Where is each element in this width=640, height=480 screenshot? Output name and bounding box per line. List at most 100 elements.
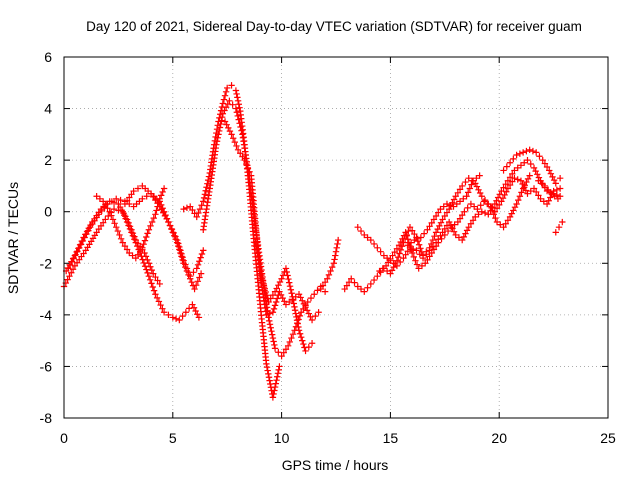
data-point-interp [412, 257, 419, 264]
data-point-interp [196, 258, 203, 265]
y-tick-label: -4 [40, 307, 53, 323]
data-point-interp [544, 186, 552, 193]
series-track-4 [93, 185, 168, 262]
data-point [113, 195, 120, 203]
data-point-interp [543, 163, 551, 171]
data-point-interp [274, 370, 282, 377]
data-point-interp [516, 150, 524, 157]
data-point [459, 182, 466, 190]
data-point-interp [237, 123, 244, 131]
y-tick-label: 0 [44, 204, 52, 220]
data-point-interp [123, 246, 131, 253]
data-point [478, 208, 485, 215]
data-point-interp [379, 265, 386, 272]
data-point [200, 247, 207, 254]
data-point-interp [117, 235, 125, 242]
data-point-interp [220, 96, 228, 103]
data-point-interp [237, 150, 244, 157]
data-point-interp [536, 153, 543, 160]
data-point [234, 146, 242, 154]
data-point-interp [244, 164, 252, 172]
data-point-interp [497, 221, 504, 228]
y-tick-label: -6 [40, 358, 53, 374]
data-point-interp [155, 199, 162, 206]
data-point [426, 244, 433, 252]
data-point-interp [509, 178, 516, 185]
series-track-15 [500, 146, 564, 187]
data-point-interp [217, 120, 224, 128]
data-point [295, 291, 303, 298]
data-point-interp [222, 104, 230, 111]
data-point [543, 200, 551, 208]
data-point [517, 162, 525, 169]
data-point-interp [197, 254, 204, 261]
data-point-interp [246, 168, 253, 175]
data-point [443, 200, 451, 208]
data-point-interp [194, 278, 202, 285]
data-point-interp [447, 202, 454, 209]
data-point-interp [443, 209, 451, 216]
data-point [263, 311, 270, 319]
data-point [354, 223, 361, 231]
data-point [374, 244, 381, 252]
data-point [110, 205, 118, 213]
data-point [93, 229, 100, 236]
data-point-interp [432, 212, 440, 220]
data-point-interp [538, 180, 545, 187]
data-point [376, 267, 383, 275]
data-point-interp [357, 227, 365, 235]
data-point-interp [224, 100, 231, 108]
series-track-14 [404, 172, 483, 249]
data-point-interp [226, 127, 234, 135]
data-point-interp [524, 175, 532, 183]
data-point [145, 226, 153, 233]
data-point [541, 182, 549, 190]
data-point [258, 275, 266, 282]
data-point [304, 298, 311, 306]
data-point-interp [496, 191, 503, 198]
data-point-interp [403, 232, 410, 239]
data-point-interp [218, 117, 225, 124]
data-point [269, 394, 277, 401]
data-point [546, 167, 553, 174]
data-point-interp [268, 331, 276, 338]
data-point [317, 285, 324, 293]
data-point-interp [473, 174, 480, 182]
data-point-interp [532, 167, 539, 175]
data-point [445, 218, 453, 226]
data-point-interp [196, 274, 203, 281]
data-point [493, 218, 501, 226]
data-point-interp [550, 176, 558, 184]
data-point-interp [201, 191, 209, 198]
data-point-interp [97, 222, 105, 230]
data-point-interp [74, 248, 81, 255]
data-point-interp [266, 377, 273, 384]
series-track-16 [535, 177, 562, 203]
data-point [435, 239, 442, 246]
data-point-interp [493, 197, 500, 204]
data-point [311, 291, 318, 298]
data-point-interp [172, 315, 180, 322]
data-point [200, 198, 207, 205]
data-point-interp [441, 225, 448, 233]
data-point [152, 291, 159, 298]
data-point-interp [449, 225, 456, 232]
data-point-interp [396, 250, 403, 257]
data-point [556, 174, 564, 182]
data-point-interp [418, 262, 426, 270]
data-point-interp [198, 202, 205, 209]
data-point-interp [450, 228, 458, 235]
data-point-interp [176, 243, 183, 251]
data-point-interp [499, 194, 507, 202]
data-point-interp [134, 185, 142, 192]
data-point-interp [289, 296, 297, 304]
data-point [302, 347, 309, 355]
data-point [152, 211, 159, 218]
data-point-interp [154, 200, 161, 207]
data-point-interp [152, 196, 159, 204]
data-point [130, 187, 137, 195]
data-point-interp [213, 138, 221, 145]
data-point-interp [123, 197, 131, 204]
data-point-interp [521, 182, 528, 189]
series-track-17 [552, 218, 566, 236]
